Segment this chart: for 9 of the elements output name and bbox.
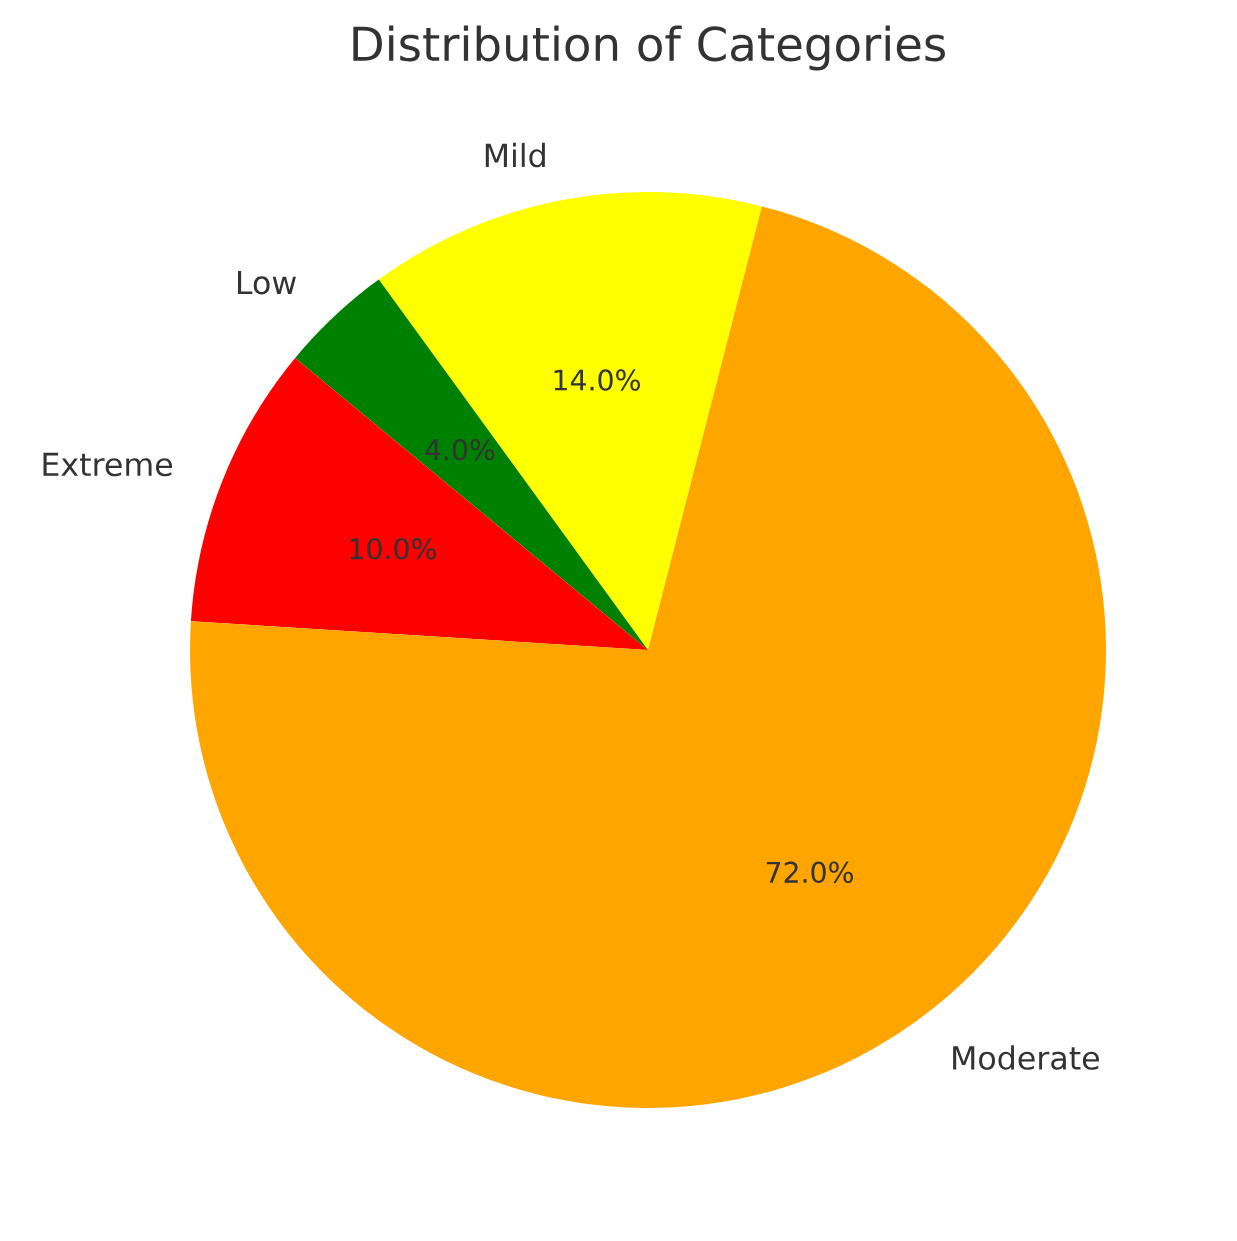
- data-label: 72.0%: [766, 861, 853, 884]
- data-label: 4.0%: [425, 438, 495, 461]
- slice-label: Moderate: [953, 1045, 1099, 1070]
- slice-label: Low: [238, 270, 296, 295]
- slice-label: Extreme: [43, 452, 173, 477]
- data-label: 10.0%: [350, 538, 436, 560]
- chart-title: Distribution of Categories: [353, 25, 945, 71]
- data-label: 14.0%: [554, 369, 640, 391]
- slice-label: Mild: [485, 142, 545, 168]
